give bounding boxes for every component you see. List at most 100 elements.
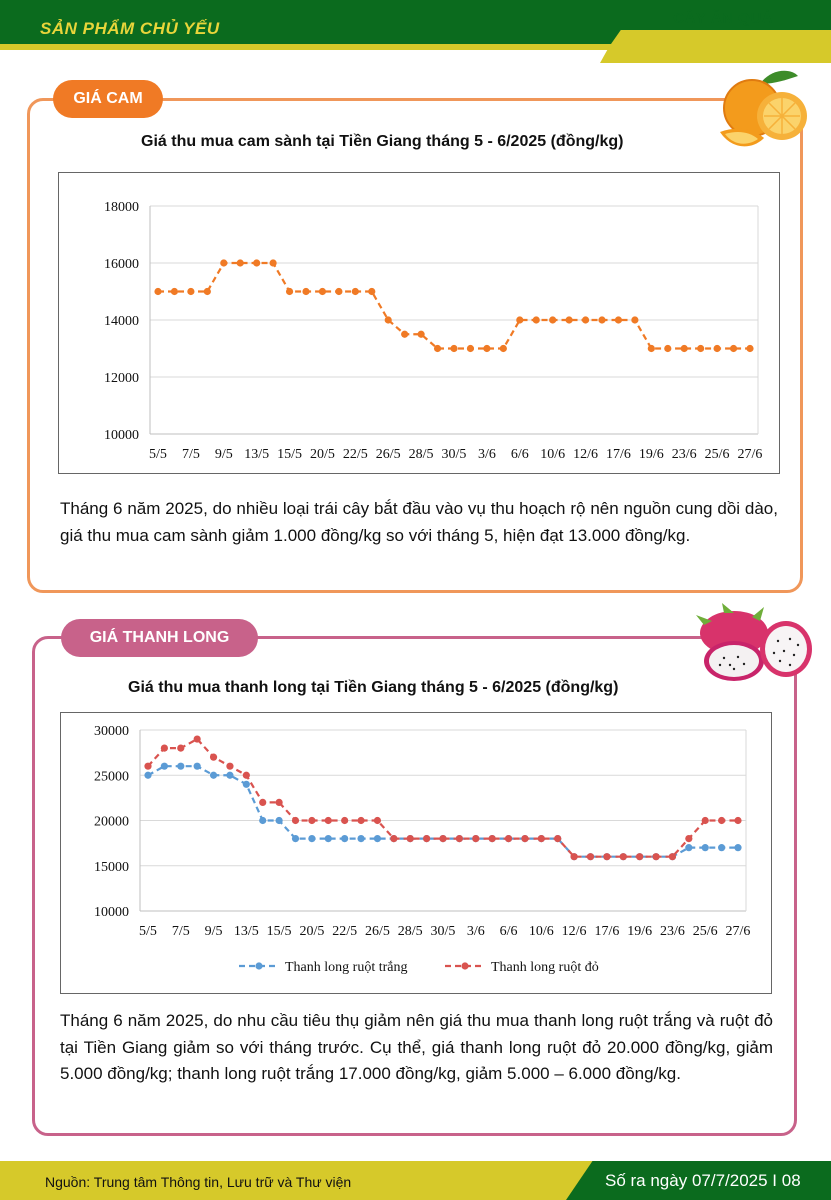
dragon-fruit-paragraph: Tháng 6 năm 2025, do nhu cầu tiêu thụ gi… [60, 1011, 773, 1083]
orange-chart-data-point [384, 316, 392, 324]
orange-chart-data-point [664, 344, 672, 353]
dragon-chart-data-point [455, 835, 463, 843]
dragon-fruit-icon [696, 603, 812, 681]
dragon-chart-x-tick-label: 13/5 [234, 924, 259, 939]
dragon-chart-x-tick-label: 25/6 [693, 924, 718, 939]
dragon-chart-y-tick-label: 25000 [94, 769, 129, 784]
orange-chart-x-tick-label: 30/5 [442, 447, 467, 462]
orange-chart-x-tick-label: 15/5 [277, 447, 302, 462]
dragon-chart-data-point [291, 835, 300, 843]
orange-chart-data-point [351, 287, 359, 296]
dragon-chart-y-tick-label: 15000 [94, 860, 129, 875]
orange-chart-y-tick-label: 18000 [104, 200, 139, 215]
dragon-fruit-price-chart: 10000 15000 20000 25000 30000 5/5 7/5 9/5 13/5 15… [94, 724, 751, 975]
dragon-chart-data-point [423, 835, 431, 843]
dragon-chart-data-point [226, 762, 234, 770]
orange-chart-data-point [253, 259, 261, 267]
orange-chart-x-tick-label: 13/5 [244, 447, 269, 462]
orange-chart-x-tick-label: 23/6 [672, 447, 697, 462]
dragon-chart-data-point [373, 816, 382, 825]
dragon-chart-x-tick-label: 6/6 [500, 924, 518, 939]
orange-chart-data-point [335, 287, 343, 296]
dragon-chart-data-point [259, 798, 267, 806]
dragon-chart-data-point [308, 835, 316, 843]
orange-chart-data-point [499, 344, 507, 353]
orange-chart-data-point [565, 316, 573, 324]
dragon-chart-data-point [209, 753, 218, 761]
dragon-chart-data-point [193, 762, 201, 770]
orange-chart-data-point [368, 287, 376, 296]
dragon-chart-data-point [357, 816, 365, 825]
orange-chart-data-point [598, 316, 606, 324]
orange-paragraph: Tháng 6 năm 2025, do nhiều loại trái cây… [60, 499, 778, 545]
orange-chart-x-tick-label: 10/6 [540, 447, 565, 462]
dragon-chart-data-point [177, 744, 185, 752]
orange-chart-data-point [746, 344, 754, 353]
orange-chart-data-point [729, 344, 738, 353]
dragon-chart-data-point [652, 853, 660, 861]
dragon-chart-data-point [685, 835, 693, 843]
dragon-chart-x-tick-label: 3/6 [467, 924, 485, 939]
orange-chart-x-tick-label: 17/6 [606, 447, 631, 462]
orange-chart-data-point [220, 259, 228, 267]
orange-chart-y-tick-label: 12000 [104, 371, 139, 386]
dragon-chart-x-tick-label: 5/5 [139, 924, 157, 939]
dragon-chart-data-point [242, 771, 250, 779]
dragon-chart-x-tick-label: 20/5 [299, 924, 324, 939]
category-label: CÂY ĂN QUẢ [673, 10, 773, 27]
orange-chart-x-tick-label: 25/6 [705, 447, 730, 462]
orange-chart-y-tick-label: 14000 [104, 314, 139, 329]
dragon-chart-y-tick-label: 10000 [94, 905, 129, 920]
orange-chart-x-tick-label: 22/5 [343, 447, 368, 462]
dragon-fruit-chart-frame: 10000 15000 20000 25000 30000 5/5 7/5 9/5 13/5 15… [60, 712, 772, 994]
dragon-chart-data-point [357, 835, 365, 843]
dragon-chart-data-point [160, 744, 168, 752]
orange-chart-x-tick-label: 5/5 [149, 447, 167, 462]
dragon-chart-y-tick-label: 30000 [94, 724, 129, 739]
orange-chart-data-point [581, 316, 590, 324]
orange-chart-data-point [203, 287, 211, 296]
header-accent-line [0, 44, 831, 50]
dragon-chart-data-point [324, 835, 332, 843]
orange-chart-data-point [433, 344, 442, 353]
dragon-chart-data-point [406, 835, 414, 843]
dragon-chart-x-tick-label: 22/5 [332, 924, 357, 939]
dragon-chart-data-point [554, 835, 562, 843]
dragon-chart-data-point [308, 816, 316, 825]
orange-chart-frame: 10000 12000 14000 16000 18000 5/5 7/5 9/5 13/5 15… [58, 172, 780, 474]
dragon-chart-data-point [242, 780, 250, 788]
dragon-chart-data-point [275, 798, 283, 806]
dragon-chart-data-point [373, 835, 382, 843]
orange-chart-data-point [269, 259, 277, 267]
dragon-chart-legend-marker [461, 962, 469, 970]
dragon-chart-data-point [636, 853, 644, 861]
dragon-chart-legend-label: Thanh long ruột đỏ [491, 960, 599, 975]
dragon-chart-data-point [144, 771, 152, 779]
dragon-chart-x-tick-label: 28/5 [398, 924, 423, 939]
dragon-chart-data-point [603, 853, 611, 861]
footer-issue-label: Số ra ngày 07/7/2025 I 08 [605, 1171, 801, 1190]
orange-chart-x-tick-label: 6/6 [511, 447, 529, 462]
orange-chart-x-tick-label: 9/5 [215, 447, 233, 462]
dragon-chart-data-point [144, 762, 152, 770]
orange-chart-x-tick-label: 12/6 [573, 447, 598, 462]
orange-chart-x-tick-label: 7/5 [182, 447, 200, 462]
orange-chart-data-point [532, 316, 540, 324]
dragon-chart-x-tick-label: 17/6 [594, 924, 619, 939]
dragon-chart-data-point [472, 835, 480, 843]
orange-chart-x-tick-label: 27/6 [738, 447, 763, 462]
orange-fruit-icon [720, 70, 807, 147]
dragon-chart-data-point [537, 835, 545, 843]
dragon-chart-x-tick-label: 26/5 [365, 924, 390, 939]
orange-chart-data-point [285, 287, 294, 296]
orange-chart-x-tick-label: 20/5 [310, 447, 335, 462]
orange-chart-y-tick-label: 16000 [104, 257, 139, 272]
dragon-chart-data-point [521, 835, 529, 843]
dragon-chart-data-point [439, 835, 447, 843]
dragon-chart-x-tick-label: 10/6 [529, 924, 554, 939]
dragon-chart-data-point [275, 816, 283, 825]
orange-chart-data-point [401, 330, 409, 338]
dragon-chart-x-tick-label: 27/6 [726, 924, 751, 939]
orange-chart-data-point [318, 287, 327, 296]
dragon-chart-data-point [718, 844, 726, 852]
